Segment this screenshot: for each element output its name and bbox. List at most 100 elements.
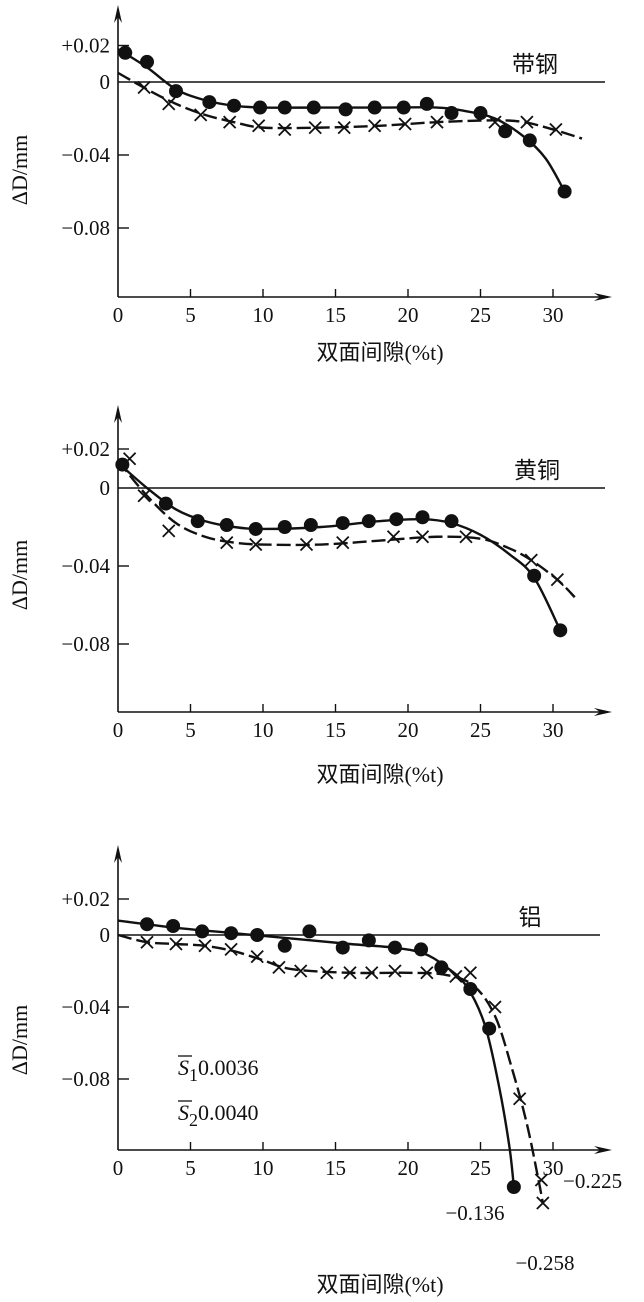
data-point-dot (277, 520, 292, 534)
data-point-dot (277, 100, 292, 115)
data-point-dot (338, 102, 353, 117)
data-point-cross (534, 1173, 549, 1187)
x-tick-label: 10 (253, 718, 274, 742)
data-point-dot (140, 917, 154, 932)
x-tick-label: 5 (185, 1156, 196, 1180)
y-tick-label: +0.02 (61, 437, 110, 461)
data-point-dot (140, 54, 154, 69)
x-axis-arrow (594, 1146, 612, 1154)
x-tick-label: 20 (398, 1156, 419, 1180)
data-point-dot (414, 942, 429, 957)
data-point-cross (336, 535, 350, 550)
data-point-dot (169, 84, 183, 99)
panel-title: 铝 (519, 905, 542, 930)
data-point-cross (524, 553, 538, 567)
data-point-cross (365, 966, 379, 980)
data-point-dot (361, 514, 376, 529)
data-point-dot (166, 919, 181, 933)
data-point-dot (522, 133, 537, 148)
data-point-cross (488, 115, 502, 129)
data-point-dot (498, 124, 513, 139)
data-point-cross (252, 119, 266, 133)
stat-label: S20.0040 (178, 1100, 259, 1130)
data-point-dot (419, 96, 434, 111)
data-point-cross (223, 115, 237, 129)
data-point-dot (463, 982, 478, 996)
data-point-cross (169, 937, 183, 951)
data-point-cross (536, 1196, 550, 1210)
stat-subscript: 2 (189, 1110, 198, 1130)
y-axis-label: ΔD/mm (7, 1005, 32, 1075)
stat-symbol: S (178, 1100, 189, 1125)
stat-subscript: 1 (189, 1065, 198, 1085)
y-tick-label: −0.04 (61, 554, 110, 578)
data-point-cross (140, 935, 154, 949)
data-point-dot (396, 100, 411, 115)
data-point-cross (459, 530, 473, 544)
y-axis-label: ΔD/mm (7, 540, 32, 610)
data-point-dot (158, 496, 173, 511)
data-point-dot (367, 100, 382, 115)
y-tick-label: +0.02 (61, 887, 110, 911)
x-axis-label: 双面间隙(%t) (316, 762, 443, 787)
y-tick-label: −0.08 (61, 1067, 110, 1091)
data-point-cross (415, 530, 430, 544)
y-tick-label: −0.08 (61, 632, 110, 656)
data-point-cross (162, 524, 176, 538)
data-point-dot (253, 100, 268, 115)
x-tick-label: 15 (325, 718, 346, 742)
data-point-cross (194, 108, 208, 122)
data-point-cross (308, 120, 322, 135)
data-point-cross (249, 537, 263, 552)
data-point-cross (386, 530, 401, 544)
data-point-cross (162, 97, 176, 111)
data-point-dot (118, 45, 133, 60)
data-point-cross (320, 966, 334, 980)
data-point-cross (198, 939, 212, 953)
data-point-cross (388, 964, 402, 978)
data-point-dot (473, 106, 488, 121)
x-tick-label: 0 (113, 303, 124, 327)
data-point-dot (444, 106, 459, 121)
data-point-cross (122, 452, 137, 466)
data-point-dot (482, 1021, 497, 1036)
data-point-cross (520, 115, 534, 129)
x-tick-label: 20 (398, 718, 419, 742)
x-tick-label: 30 (543, 1156, 564, 1180)
y-tick-label: 0 (100, 476, 111, 500)
data-point-cross (398, 117, 412, 131)
value-annotation: −0.258 (515, 1251, 574, 1275)
x-tick-label: 30 (543, 303, 564, 327)
data-point-cross (449, 969, 463, 984)
y-axis-arrow (114, 845, 122, 863)
data-point-cross (430, 115, 444, 129)
x-tick-label: 0 (113, 718, 124, 742)
x-tick-label: 10 (253, 303, 274, 327)
x-tick-label: 10 (253, 1156, 274, 1180)
data-point-dot (444, 514, 459, 529)
data-point-cross (294, 964, 308, 978)
panel-title: 带钢 (512, 52, 558, 77)
x-tick-label: 25 (470, 718, 491, 742)
dashed-fit-curve (117, 933, 545, 1204)
data-point-dot (250, 928, 265, 942)
y-tick-label: 0 (100, 923, 111, 947)
x-tick-label: 25 (470, 303, 491, 327)
data-point-cross (463, 966, 477, 980)
data-point-dot (361, 933, 376, 948)
data-point-cross (549, 122, 563, 137)
stat-label: S10.0036 (178, 1055, 259, 1085)
x-tick-label: 25 (470, 1156, 491, 1180)
solid-fit-curve (117, 461, 562, 631)
data-point-cross (343, 966, 357, 980)
y-tick-label: −0.04 (61, 143, 110, 167)
x-axis-label: 双面间隙(%t) (316, 340, 443, 365)
data-point-cross (278, 122, 292, 137)
data-point-cross (137, 489, 151, 503)
solid-fit-curve (117, 919, 516, 1188)
x-tick-label: 30 (543, 718, 564, 742)
data-point-cross (220, 535, 234, 550)
y-axis-label: ΔD/mm (7, 135, 32, 205)
